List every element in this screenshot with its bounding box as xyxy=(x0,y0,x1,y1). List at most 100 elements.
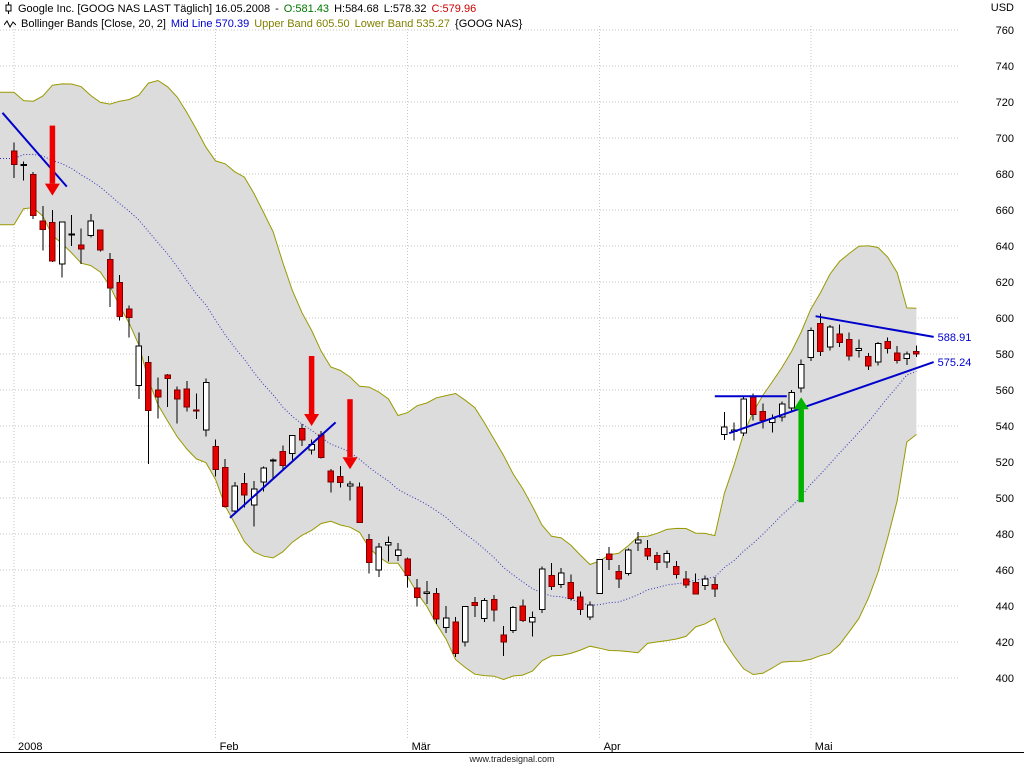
candle-2008-03-12 xyxy=(471,597,479,617)
price-axis-label: 420 xyxy=(996,637,1014,649)
candlestick-icon xyxy=(4,2,13,18)
candle-body xyxy=(663,553,671,563)
candle-body xyxy=(500,634,507,643)
candle-2008-04-02 xyxy=(605,547,613,570)
candle-body xyxy=(548,574,555,588)
candle-body xyxy=(807,329,815,359)
candle-body xyxy=(442,617,450,629)
candle-body xyxy=(346,483,354,487)
candle-body xyxy=(404,558,411,576)
security-legend[interactable]: Google Inc. [GOOG NAS LAST Täglich] 16.0… xyxy=(4,2,527,18)
price-axis-label: 400 xyxy=(996,673,1014,685)
trendline[interactable] xyxy=(229,421,337,519)
price-axis-label: 660 xyxy=(996,205,1014,217)
arrow-annotations xyxy=(44,125,809,503)
candle-body xyxy=(135,345,143,386)
candle-2008-05-08 xyxy=(855,339,863,358)
candle-body xyxy=(68,233,75,236)
candle-body xyxy=(58,221,66,265)
candle-body xyxy=(10,150,18,166)
candle-body xyxy=(106,259,114,289)
candle-body xyxy=(797,363,805,389)
candle-2008-01-08 xyxy=(49,210,56,263)
candle-body xyxy=(644,547,651,557)
candle-2008-02-13 xyxy=(289,435,296,461)
candle-2008-05-09 xyxy=(865,353,872,371)
candle-body xyxy=(433,592,440,620)
candle-body xyxy=(673,565,680,576)
sell-arrow[interactable] xyxy=(342,399,358,470)
candle-body xyxy=(913,350,920,355)
candle-body xyxy=(749,396,757,415)
time-axis-label: 2008 xyxy=(18,741,42,753)
candle-body xyxy=(289,435,296,455)
candle-2008-02-14 xyxy=(298,424,306,446)
candle-body xyxy=(39,220,47,230)
candle-2008-04-08 xyxy=(644,540,651,561)
candle-body xyxy=(538,568,546,611)
candle-body xyxy=(221,466,229,507)
buy-arrow[interactable] xyxy=(793,397,809,503)
candle-body xyxy=(778,403,786,418)
currency-label: USD xyxy=(990,2,1014,14)
sell-arrow[interactable] xyxy=(304,356,320,426)
candle-2008-01-07 xyxy=(39,205,47,251)
candle-2008-01-18 xyxy=(125,305,133,338)
candle-2008-03-10 xyxy=(452,616,459,657)
candle-2008-05-06 xyxy=(836,324,843,347)
price-axis-label: 620 xyxy=(996,277,1014,289)
lower-band-line xyxy=(0,207,917,681)
candle-body xyxy=(615,570,623,580)
candle-body xyxy=(164,374,171,379)
candle-body xyxy=(855,348,863,351)
trendline-price-label: 588.91 xyxy=(938,332,972,344)
arrow-head xyxy=(793,397,809,410)
candle-2008-01-10 xyxy=(68,215,75,246)
close-value: C:579.96 xyxy=(431,3,477,15)
lowerband-value: Lower Band 535.27 xyxy=(354,18,451,30)
sell-arrow[interactable] xyxy=(44,125,60,196)
candle-2008-03-05 xyxy=(423,580,431,605)
candle-2008-04-15 xyxy=(692,573,699,595)
candle-body xyxy=(509,606,517,631)
candle-body xyxy=(586,604,594,618)
arrow-head xyxy=(342,457,358,470)
candle-body xyxy=(884,340,891,350)
price-axis[interactable]: 400 420 440 460 480 500 520 540 560 580 600 620 640 6… xyxy=(996,25,1014,685)
candle-2008-05-01 xyxy=(807,327,815,362)
midline-value: Mid Line 570.39 xyxy=(170,18,250,30)
candle-body xyxy=(759,411,767,422)
time-axis[interactable]: 2008 Feb Mär Apr Mai xyxy=(18,741,833,753)
trendline-segment xyxy=(728,361,935,435)
band-fill xyxy=(0,80,917,680)
candle-2008-03-14 xyxy=(490,594,498,622)
candle-2008-04-01 xyxy=(596,559,603,594)
candle-body xyxy=(193,409,200,412)
candle-2008-02-29 xyxy=(394,543,402,561)
candle-body xyxy=(375,546,383,571)
candle-2008-04-18 xyxy=(721,412,728,440)
candle-2008-04-11 xyxy=(673,561,680,579)
candle-2008-01-31 xyxy=(202,378,210,437)
candle-2008-01-02 xyxy=(10,142,18,179)
candle-2008-04-07 xyxy=(634,532,642,551)
price-axis-label: 520 xyxy=(996,457,1014,469)
price-axis-label: 460 xyxy=(996,565,1014,577)
indicator-legend[interactable]: Bollinger Bands [Close, 20, 2] Mid Line 5… xyxy=(3,18,527,33)
time-axis-label: Mai xyxy=(815,741,833,753)
candle-2008-03-26 xyxy=(557,568,565,588)
candle-body xyxy=(865,356,872,367)
candle-2008-05-15 xyxy=(903,351,911,365)
high-value: H:584.68 xyxy=(334,3,379,15)
candle-2008-01-29 xyxy=(183,381,191,412)
trendline[interactable]: 588.91 xyxy=(815,315,972,344)
candle-2008-01-03 xyxy=(20,161,27,181)
trendline[interactable] xyxy=(1,112,68,188)
candle-series[interactable] xyxy=(10,142,920,657)
trendline-segment xyxy=(815,315,934,338)
candle-body xyxy=(394,549,402,557)
candle-2008-03-31 xyxy=(586,601,594,621)
price-axis-label: 560 xyxy=(996,385,1014,397)
trendline[interactable]: 575.24 xyxy=(728,357,971,435)
